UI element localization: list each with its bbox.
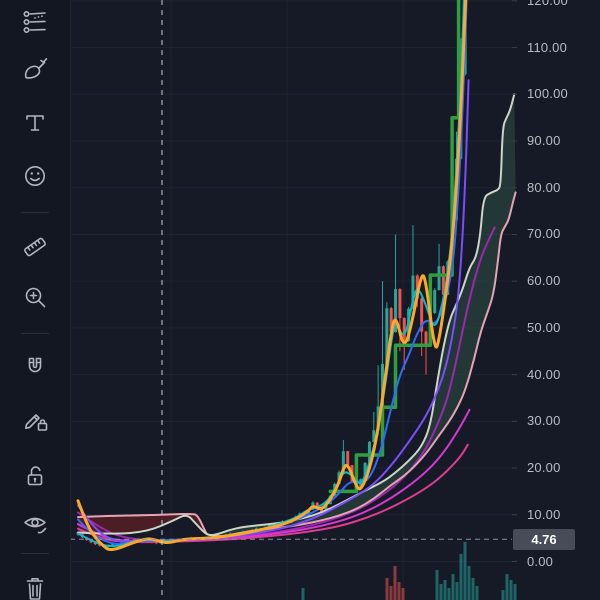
- zoom-in-icon: [25, 287, 46, 308]
- candle-body: [324, 504, 328, 512]
- axis-label: 40.00: [527, 366, 561, 382]
- volume-bar: [501, 590, 505, 600]
- candle-body: [402, 318, 406, 341]
- candle-body: [411, 275, 415, 309]
- volume-bar: [385, 578, 389, 600]
- candle-body: [420, 298, 424, 332]
- axis-label: 100.00: [527, 86, 568, 102]
- toolbar-divider: [21, 553, 49, 554]
- volume-bar: [459, 554, 463, 600]
- candle-body: [98, 544, 102, 546]
- emoji-tool-button[interactable]: [20, 161, 50, 191]
- candle-body: [307, 509, 311, 516]
- lock-icon: [27, 466, 43, 486]
- candle-body: [93, 542, 97, 545]
- patterns-icon: [23, 10, 46, 33]
- volume-bar: [401, 588, 405, 600]
- volume-bar: [447, 588, 451, 600]
- candle-body: [320, 508, 324, 512]
- axis-label: 10.00: [527, 506, 561, 522]
- trash-icon: [26, 578, 44, 600]
- candle-body: [111, 543, 115, 546]
- eye-brush-icon: [24, 517, 47, 534]
- axis-label: 70.00: [527, 226, 561, 242]
- candle-body: [424, 331, 428, 347]
- candle-body: [367, 441, 371, 463]
- ma-orange-fast: [76, 0, 468, 551]
- volume-bar: [393, 566, 397, 600]
- current-price-badge: 4.76: [513, 528, 575, 550]
- magnet-mode-button[interactable]: [20, 353, 50, 383]
- pencil-lock-icon: [25, 414, 48, 431]
- magnet-icon: [28, 357, 42, 373]
- bullish-cloud: [208, 94, 516, 537]
- axis-label: 90.00: [527, 133, 561, 149]
- chart-background: [70, 0, 600, 600]
- candle-body: [315, 502, 319, 509]
- hide-all-drawings-button[interactable]: [20, 509, 50, 539]
- toolbar-divider: [21, 212, 49, 213]
- volume-bar: [451, 574, 455, 600]
- patterns-tool-button[interactable]: [20, 7, 50, 37]
- candle-body: [437, 266, 441, 291]
- volume-bar: [513, 584, 517, 600]
- candle-body: [389, 308, 393, 333]
- candle-body: [415, 275, 419, 299]
- volume-bar: [471, 578, 475, 600]
- candle-body: [398, 289, 402, 319]
- candle-body: [394, 289, 398, 333]
- volume-bar: [439, 584, 443, 600]
- volume-bar: [509, 580, 513, 600]
- candle-body: [346, 451, 350, 466]
- emoji-icon: [25, 166, 45, 186]
- volume-bar: [301, 588, 305, 600]
- candle-body: [341, 451, 345, 473]
- axis-label: 120.00: [527, 0, 568, 8]
- text-tool-button[interactable]: [20, 108, 50, 138]
- text-icon: [26, 115, 44, 131]
- price-axis[interactable]: 120.00 110.00 100.00 90.00 80.00 70.00 60.00 50…: [512, 0, 600, 600]
- ruler-icon: [24, 237, 46, 257]
- volume-bar: [435, 570, 439, 600]
- volume-bar: [443, 580, 447, 600]
- axis-label: 30.00: [527, 413, 561, 429]
- step-line-green: [328, 0, 461, 494]
- volume-bar: [397, 582, 401, 600]
- axis-label: 110.00: [527, 39, 567, 55]
- zoom-in-tool-button[interactable]: [20, 282, 50, 312]
- cloud-lower-pink: [77, 191, 517, 538]
- candle-body: [363, 462, 367, 480]
- volume-bar: [467, 566, 471, 600]
- axis-label: 50.00: [527, 319, 561, 335]
- candle-body: [441, 266, 445, 295]
- brush-icon: [24, 58, 48, 79]
- axis-label: 20.00: [527, 460, 561, 476]
- candle-body: [385, 308, 389, 364]
- drawing-mode-lock-button[interactable]: [20, 405, 50, 435]
- volume-bar: [455, 582, 459, 600]
- lock-all-drawings-button[interactable]: [20, 461, 50, 491]
- remove-objects-button[interactable]: [20, 573, 50, 600]
- axis-label: 0.00: [527, 553, 554, 569]
- axis-label: 60.00: [527, 273, 561, 289]
- candle-body: [359, 479, 363, 489]
- candle-body: [433, 290, 437, 313]
- volume-bar: [463, 542, 467, 600]
- axis-label: 80.00: [527, 179, 561, 195]
- toolbar-chart-divider: [70, 0, 71, 600]
- volume-bar: [505, 574, 509, 600]
- candle-body: [381, 363, 384, 407]
- brush-tool-button[interactable]: [20, 54, 50, 84]
- candle-body: [372, 430, 376, 442]
- volume-bar: [475, 586, 479, 600]
- volume-bar: [389, 586, 393, 600]
- measure-tool-button[interactable]: [20, 232, 50, 262]
- drawing-toolbar: [0, 0, 70, 600]
- cloud-upper-sage: [77, 93, 516, 537]
- toolbar-divider: [21, 333, 49, 334]
